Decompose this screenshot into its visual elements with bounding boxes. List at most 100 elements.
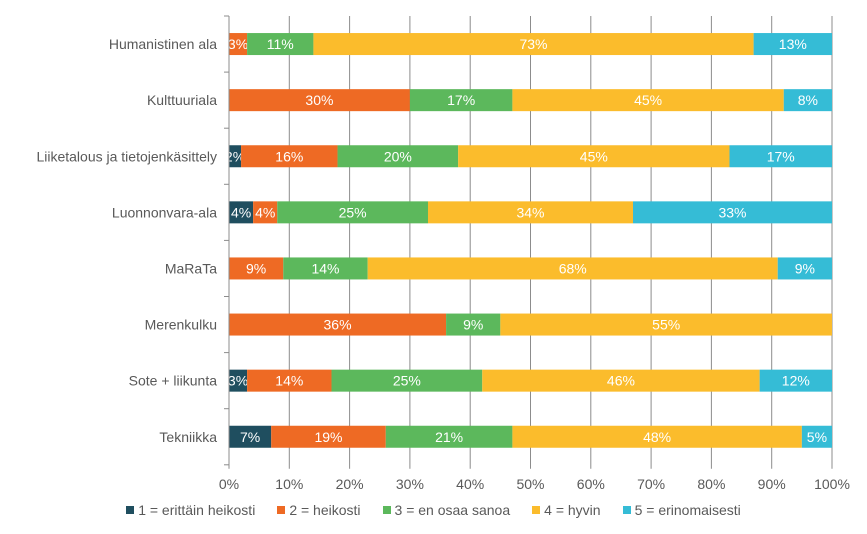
bar-segment [500, 313, 832, 336]
category-label: Sote + liikunta [129, 373, 218, 389]
data-label: 12% [782, 373, 810, 389]
legend-swatch-icon [126, 506, 135, 514]
legend-item: 5 = erinomaisesti [622, 502, 741, 518]
legend-item: 3 = en osaa sanoa [382, 502, 510, 518]
category-label: Tekniikka [159, 429, 217, 445]
bar-segment [729, 145, 832, 168]
bar-segment [783, 89, 832, 112]
data-label: 11% [267, 36, 294, 52]
x-tick-label: 70% [637, 476, 665, 492]
data-label: 20% [384, 148, 412, 164]
bar-segment [253, 201, 278, 224]
x-tick-label: 10% [275, 476, 303, 492]
bar-segment [229, 313, 447, 336]
bar-segment [777, 257, 832, 280]
x-tick-label: 90% [758, 476, 786, 492]
data-label: 19% [314, 429, 342, 445]
x-tick-label: 60% [577, 476, 605, 492]
category-label: MaRaTa [165, 260, 217, 276]
data-label: 13% [779, 36, 807, 52]
bar-segment [337, 145, 459, 168]
bar-segment [229, 425, 272, 448]
bar-segment [331, 369, 483, 392]
data-label: 55% [652, 317, 680, 333]
data-label: 2% [225, 148, 245, 164]
data-label: 17% [767, 148, 795, 164]
legend-item: 4 = hyvin [532, 502, 601, 518]
bar-segment [367, 257, 778, 280]
data-label: 45% [580, 148, 608, 164]
category-labels: Humanistinen ala Kulttuuriala Liiketalous … [36, 36, 217, 445]
bar-segment [313, 33, 754, 56]
legend-swatch-icon [277, 506, 286, 514]
bar-segment [385, 425, 513, 448]
legend-label: 5 = erinomaisesti [634, 502, 741, 518]
bar-segment [229, 257, 284, 280]
x-tick-label: 20% [336, 476, 364, 492]
bar-segment [633, 201, 832, 224]
bar-segment [229, 201, 254, 224]
bar-segment [512, 425, 802, 448]
legend-swatch-icon [532, 506, 541, 514]
legend-label: 1 = erittäin heikosti [138, 502, 256, 518]
axes [224, 15, 230, 466]
data-label: 16% [275, 148, 303, 164]
x-tick-label: 50% [516, 476, 544, 492]
bar-segment [759, 369, 832, 392]
bar-segment [229, 369, 248, 392]
bar-segment [229, 33, 248, 56]
bar-segment [753, 33, 832, 56]
bar-segment [427, 201, 634, 224]
data-label: 30% [305, 92, 333, 108]
legend-item: 1 = erittäin heikosti [126, 502, 255, 518]
data-label: 34% [516, 204, 544, 220]
category-label: Kulttuuriala [147, 92, 217, 108]
data-label: 68% [559, 260, 587, 276]
data-label: 4% [255, 204, 275, 220]
data-label: 4% [231, 204, 251, 220]
legend: 1 = erittäin heikosti 2 = heikosti 3 = en … [0, 502, 867, 518]
data-label: 25% [393, 373, 421, 389]
category-label: Merenkulku [145, 317, 217, 333]
legend-swatch-icon [382, 506, 391, 514]
data-label: 33% [718, 204, 746, 220]
legend-swatch-icon [622, 506, 631, 514]
x-tick-label: 0% [219, 476, 239, 492]
data-label: 48% [643, 429, 671, 445]
data-label: 3% [228, 36, 248, 52]
data-label: 3% [228, 373, 248, 389]
category-label: Luonnonvara-ala [112, 204, 217, 220]
bar-segment [458, 145, 730, 168]
category-label: Humanistinen ala [109, 36, 217, 52]
data-label: 7% [240, 429, 260, 445]
bar-segment [277, 201, 428, 224]
bar-segment [229, 89, 410, 112]
data-label: 8% [798, 92, 818, 108]
x-tick-label: 30% [396, 476, 424, 492]
bar-segment [482, 369, 760, 392]
bar-segment [241, 145, 338, 168]
data-label: 9% [246, 260, 266, 276]
x-tick-labels: 0% 10% 20% 30% 40% 50% 60% 70% 80% 90% 100% [219, 476, 850, 492]
data-label: 45% [634, 92, 662, 108]
data-label: 5% [807, 429, 827, 445]
bar-segment [247, 33, 314, 56]
bar-segment [247, 369, 332, 392]
legend-label: 4 = hyvin [544, 502, 601, 518]
bar-segment [271, 425, 386, 448]
bar-segment [229, 145, 242, 168]
data-label: 14% [275, 373, 303, 389]
x-tick-label: 80% [697, 476, 725, 492]
data-label: 14% [311, 260, 339, 276]
data-label: 25% [339, 204, 367, 220]
gridlines [228, 16, 833, 469]
x-tick-label: 100% [814, 476, 850, 492]
category-label: Liiketalous ja tietojenkäsittely [36, 148, 217, 164]
data-label: 9% [463, 317, 483, 333]
data-label: 21% [435, 429, 463, 445]
bar-segment [446, 313, 501, 336]
data-label: 17% [447, 92, 475, 108]
x-tick-label: 40% [456, 476, 484, 492]
data-label: 73% [519, 36, 547, 52]
bars: 3% 11% 73% 13% 30% 17% 45% 8% 2% 16% 20% 45% 17% 4% 4%… [225, 33, 832, 448]
